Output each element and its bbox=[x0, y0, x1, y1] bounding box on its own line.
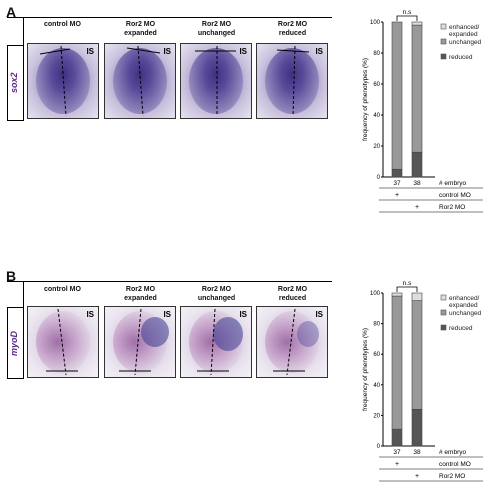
legend-label: enhanced/ bbox=[449, 24, 480, 31]
is-label: IS bbox=[86, 310, 94, 319]
bar-segment-reduced bbox=[391, 168, 403, 178]
grid-lines-a bbox=[7, 17, 332, 121]
bar-segment-unchanged bbox=[411, 24, 423, 153]
embryo-image-unchanged-a: IS bbox=[180, 43, 252, 119]
legend-swatch bbox=[440, 38, 447, 45]
bar-segment-reduced bbox=[411, 151, 423, 178]
legend-label: reduced bbox=[449, 54, 473, 61]
is-label: IS bbox=[86, 47, 94, 56]
chart-b-svg: frequency of phenotypes (%) 0 20 40 60 80 100 n… bbox=[362, 280, 483, 482]
bar-segment-enhanced-expanded bbox=[391, 292, 403, 297]
legend-label: expanded bbox=[449, 302, 478, 309]
column-header-unchanged-b: Ror2 MO unchanged bbox=[197, 286, 236, 302]
y-tick-label: 0 bbox=[377, 175, 381, 181]
condition-mark: + bbox=[415, 473, 419, 480]
legend-swatch bbox=[440, 23, 447, 30]
legend-label: unchanged bbox=[449, 39, 482, 46]
bar-segment-enhanced-expanded bbox=[411, 21, 423, 26]
legend-label: enhanced/ bbox=[449, 295, 480, 302]
bar-segment-reduced bbox=[391, 428, 403, 447]
legend-swatch bbox=[440, 324, 447, 331]
embryo-image-reduced-a: IS bbox=[256, 43, 328, 119]
y-tick-label: 100 bbox=[370, 291, 381, 297]
chart-a: frequency of phenotypes (%) 0 20 40 60 80 100 n… bbox=[355, 0, 500, 240]
legend-label: reduced bbox=[449, 325, 473, 332]
legend-label: unchanged bbox=[449, 310, 482, 317]
legend-swatch bbox=[440, 294, 447, 301]
embryo-count: 37 bbox=[393, 180, 401, 187]
condition-label: control MO bbox=[439, 461, 471, 468]
condition-label: control MO bbox=[439, 192, 471, 199]
panel-letter-a: A bbox=[6, 4, 17, 20]
column-header-control-a: control MO bbox=[44, 21, 81, 28]
embryo-count: 37 bbox=[393, 449, 401, 456]
condition-label: Ror2 MO bbox=[439, 204, 465, 211]
y-tick-label: 20 bbox=[373, 144, 380, 150]
bar-segment-reduced bbox=[411, 408, 423, 447]
column-header-expanded-a: Ror2 MO expanded bbox=[124, 21, 157, 37]
embryo-image-control-a: IS bbox=[27, 43, 99, 119]
y-axis-label: frequency of phenotypes (%) bbox=[362, 58, 369, 141]
y-tick-label: 40 bbox=[373, 383, 380, 389]
y-tick-label: 60 bbox=[373, 82, 380, 88]
embryo-count: 38 bbox=[413, 449, 421, 456]
column-header-reduced-b: Ror2 MO reduced bbox=[277, 286, 308, 302]
bar-segment-unchanged bbox=[391, 21, 403, 170]
bar-segment-unchanged bbox=[411, 300, 423, 410]
embryo-image-control-b: IS bbox=[27, 306, 99, 378]
significance-bracket bbox=[396, 286, 418, 292]
embryo-image-expanded-a: IS bbox=[104, 43, 176, 119]
is-label: IS bbox=[239, 47, 247, 56]
embryo-label: # embryo bbox=[439, 449, 466, 456]
y-tick-label: 100 bbox=[370, 20, 381, 26]
bar-segment-unchanged bbox=[391, 295, 403, 430]
is-label: IS bbox=[163, 47, 171, 56]
is-label: IS bbox=[315, 47, 323, 56]
column-header-reduced-a: Ror2 MO reduced bbox=[277, 21, 308, 37]
chart-a-svg: frequency of phenotypes (%) 0 20 40 60 80 100 n… bbox=[362, 9, 483, 213]
y-tick-label: 0 bbox=[377, 444, 381, 450]
panel-b-image-grid bbox=[7, 281, 332, 379]
significance-bracket bbox=[396, 15, 418, 21]
column-header-expanded-b: Ror2 MO expanded bbox=[124, 286, 157, 302]
panel-letter-b: B bbox=[6, 268, 17, 284]
condition-mark: + bbox=[395, 461, 399, 468]
is-label: IS bbox=[163, 310, 171, 319]
chart-b: frequency of phenotypes (%) 0 20 40 60 80 100 n… bbox=[355, 266, 500, 496]
is-label: IS bbox=[315, 310, 323, 319]
legend-swatch bbox=[440, 53, 447, 60]
embryo-image-reduced-b: IS bbox=[256, 306, 328, 378]
condition-mark: + bbox=[395, 192, 399, 199]
y-tick-label: 20 bbox=[373, 413, 380, 419]
significance-label: n.s bbox=[403, 9, 412, 16]
gene-label-sox2: sox2 bbox=[9, 72, 19, 94]
column-header-control-b: control MO bbox=[44, 286, 81, 293]
gene-label-myod: myoD bbox=[9, 330, 19, 356]
embryo-image-unchanged-b: IS bbox=[180, 306, 252, 378]
significance-label: n.s bbox=[403, 280, 412, 287]
column-header-unchanged-a: Ror2 MO unchanged bbox=[197, 21, 236, 37]
embryo-count: 38 bbox=[413, 180, 421, 187]
y-axis-label: frequency of phenotypes (%) bbox=[362, 328, 369, 411]
grid-lines-b bbox=[7, 281, 332, 379]
y-tick-label: 80 bbox=[373, 51, 380, 57]
legend-swatch bbox=[440, 309, 447, 316]
y-tick-label: 60 bbox=[373, 352, 380, 358]
y-tick-label: 80 bbox=[373, 322, 380, 328]
condition-mark: + bbox=[415, 204, 419, 211]
embryo-image-expanded-b: IS bbox=[104, 306, 176, 378]
condition-label: Ror2 MO bbox=[439, 473, 465, 480]
bar-segment-enhanced-expanded bbox=[411, 292, 423, 301]
embryo-label: # embryo bbox=[439, 180, 466, 187]
y-tick-label: 40 bbox=[373, 113, 380, 119]
is-label: IS bbox=[239, 310, 247, 319]
legend-label: expanded bbox=[449, 31, 478, 38]
panel-a-image-grid bbox=[7, 17, 332, 121]
